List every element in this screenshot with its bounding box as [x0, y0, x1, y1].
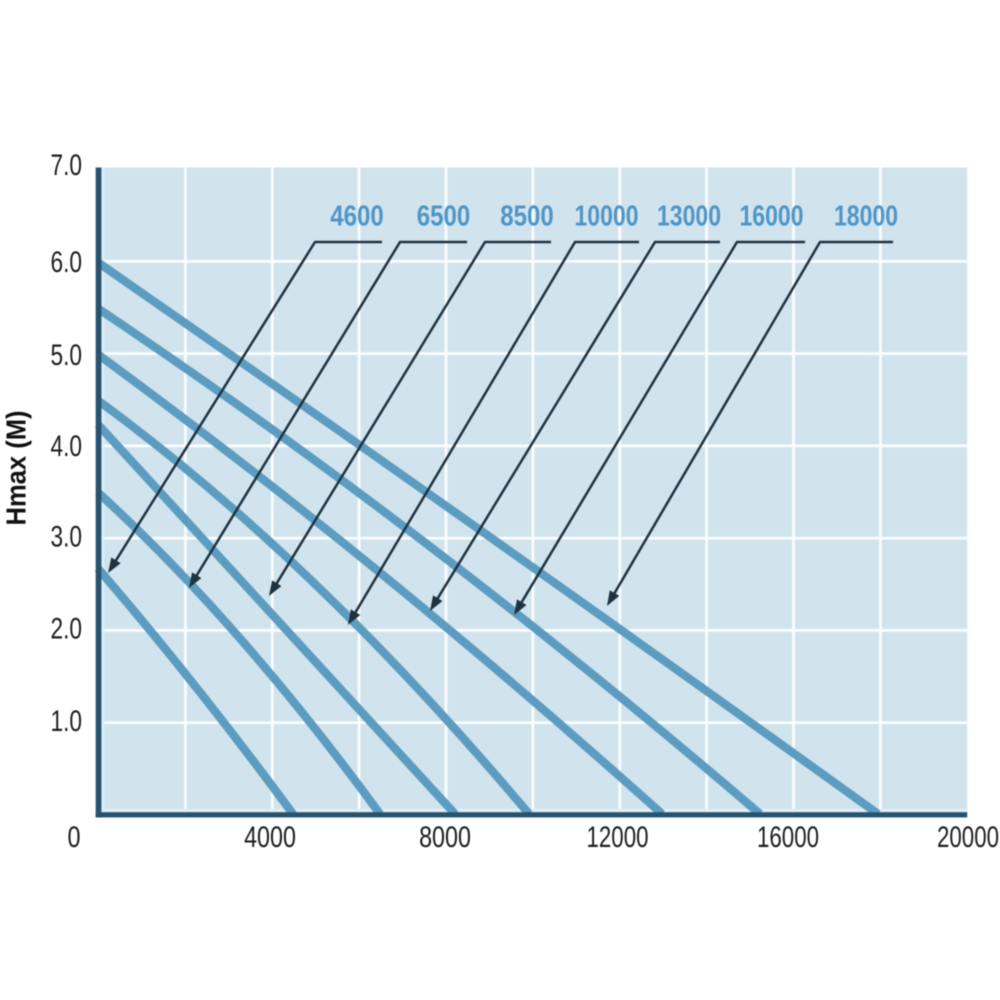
svg-text:16000: 16000 — [757, 822, 819, 854]
svg-text:13000: 13000 — [657, 201, 721, 233]
svg-text:10000: 10000 — [575, 201, 639, 233]
svg-text:18000: 18000 — [834, 201, 898, 233]
svg-text:1.0: 1.0 — [51, 706, 83, 738]
svg-text:16000: 16000 — [740, 201, 804, 233]
svg-text:20000: 20000 — [937, 822, 999, 854]
svg-text:4600: 4600 — [330, 201, 384, 233]
svg-text:4000: 4000 — [244, 822, 296, 854]
svg-text:0: 0 — [68, 822, 81, 854]
svg-text:3.0: 3.0 — [51, 522, 83, 554]
svg-text:8500: 8500 — [500, 201, 554, 233]
svg-text:6500: 6500 — [417, 201, 471, 233]
svg-text:12000: 12000 — [587, 822, 649, 854]
svg-text:4.0: 4.0 — [51, 431, 83, 463]
svg-text:5.0: 5.0 — [51, 340, 83, 372]
svg-text:Hmax (M): Hmax (M) — [1, 411, 32, 526]
svg-text:7.0: 7.0 — [51, 150, 83, 182]
svg-text:6.0: 6.0 — [51, 247, 83, 279]
svg-text:2.0: 2.0 — [51, 614, 83, 646]
svg-text:8000: 8000 — [419, 822, 471, 854]
